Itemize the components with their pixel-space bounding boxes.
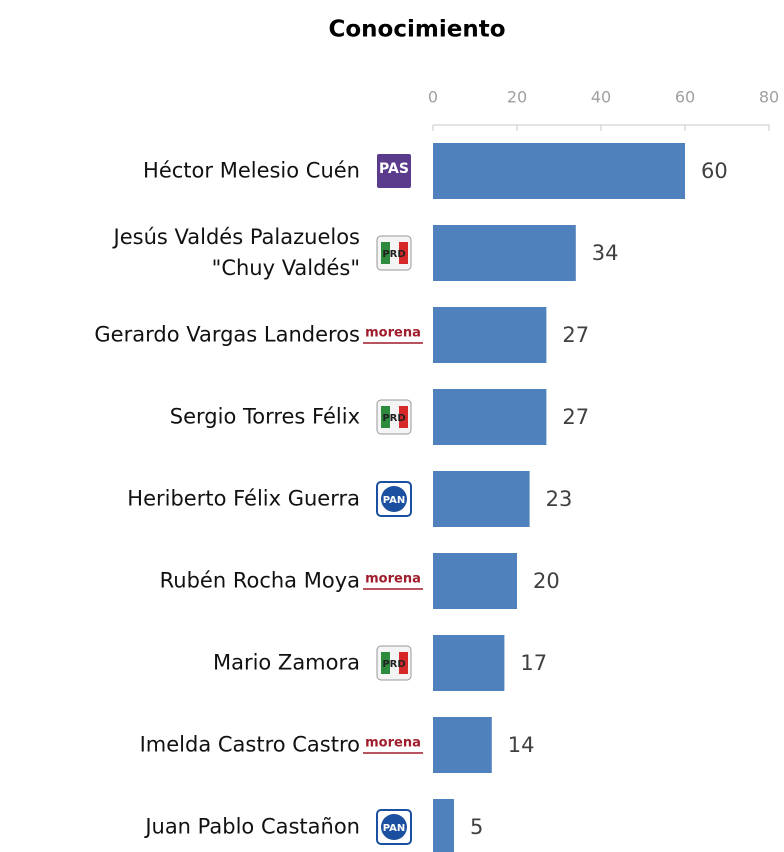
value-label: 27 — [562, 323, 589, 347]
party-logo: PAN — [376, 481, 412, 517]
party-logo: PRD — [376, 235, 412, 271]
party-logo-box — [377, 154, 411, 188]
chart-title: Conocimiento — [329, 17, 506, 43]
y-tick-label: Héctor Melesio Cuén — [143, 158, 360, 183]
y-tick-label: Juan Pablo Castañon — [145, 814, 360, 839]
y-tick-label: Heriberto Félix Guerra — [127, 486, 360, 511]
bar — [433, 225, 576, 281]
x-tick-label: 60 — [675, 88, 695, 107]
bar — [433, 553, 517, 609]
bar — [433, 389, 547, 445]
value-label: 60 — [701, 159, 728, 183]
party-logo-green — [381, 652, 390, 674]
x-tick-label: 80 — [759, 88, 779, 107]
bar — [433, 635, 505, 691]
party-logo-text: PRD — [382, 413, 405, 424]
value-label: 20 — [533, 569, 560, 593]
y-tick-label: Rubén Rocha Moya — [159, 568, 360, 593]
value-label: 5 — [470, 815, 483, 839]
bar — [433, 471, 530, 527]
party-logo-text: PAN — [383, 495, 406, 506]
party-logo: morena — [363, 736, 423, 754]
party-logo: PRD — [376, 399, 412, 435]
party-logo-text: morena — [365, 736, 421, 751]
bar — [433, 717, 492, 773]
bar — [433, 307, 547, 363]
party-logo: PRD — [376, 645, 412, 681]
party-logo-red — [399, 242, 408, 264]
party-logo-text: morena — [365, 326, 421, 341]
party-logo-text: PRD — [382, 249, 405, 260]
party-logo: morena — [363, 326, 423, 344]
party-logo: PAN — [376, 809, 412, 845]
y-tick-label: Jesús Valdés Palazuelos "Chuy Valdés" — [113, 225, 360, 280]
party-logo-text: PAS — [379, 161, 409, 177]
y-tick-label: Gerardo Vargas Landeros — [94, 322, 360, 347]
party-logo-text: PRD — [382, 659, 405, 670]
value-label: 14 — [508, 733, 535, 757]
y-tick-label: Sergio Torres Félix — [169, 404, 360, 429]
value-label: 27 — [562, 405, 589, 429]
party-logo-circle — [381, 486, 407, 512]
value-label: 23 — [546, 487, 573, 511]
party-logo-green — [381, 242, 390, 264]
bar — [433, 799, 454, 852]
value-label: 34 — [592, 241, 619, 265]
party-logo: PAS — [377, 154, 411, 188]
x-tick-label: 20 — [507, 88, 527, 107]
x-tick-label: 0 — [428, 88, 438, 107]
party-logo-red — [399, 406, 408, 428]
bar — [433, 143, 685, 199]
party-logo-text: PAN — [383, 823, 406, 834]
value-label: 17 — [520, 651, 547, 675]
party-logo-text: morena — [365, 572, 421, 587]
y-tick-label: Imelda Castro Castro — [139, 732, 360, 757]
party-logo: morena — [363, 572, 423, 590]
x-tick-label: 40 — [591, 88, 611, 107]
party-logo-circle — [381, 814, 407, 840]
y-tick-label: Mario Zamora — [212, 650, 360, 675]
party-logo-red — [399, 652, 408, 674]
party-logo-green — [381, 406, 390, 428]
